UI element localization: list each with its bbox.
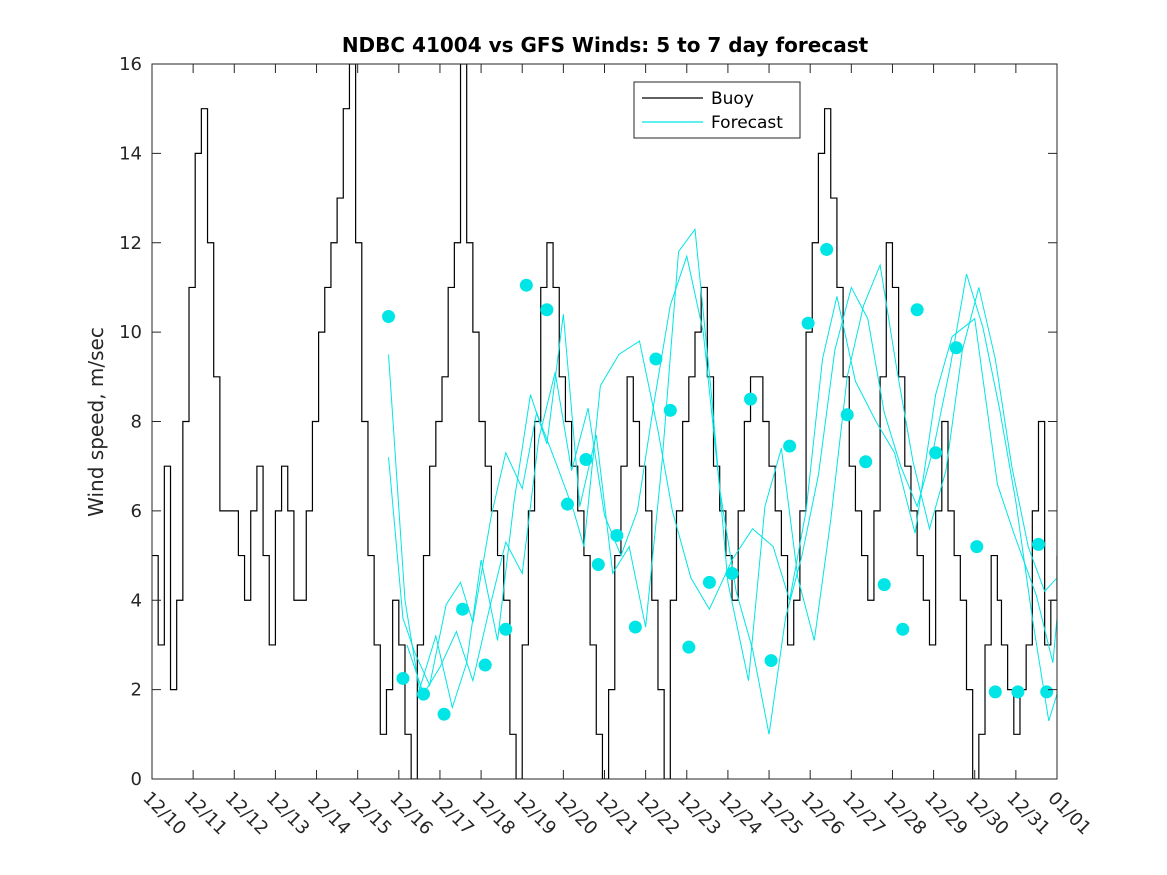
x-tick-label: 12/10 xyxy=(138,788,190,840)
y-tick-label: 4 xyxy=(131,590,142,611)
x-tick-label: 12/22 xyxy=(632,788,684,840)
forecast-point xyxy=(764,654,778,668)
x-tick-label: 12/17 xyxy=(426,788,478,840)
legend-box xyxy=(633,81,801,139)
x-tick-label: 12/30 xyxy=(961,788,1013,840)
marker-layer xyxy=(382,242,1054,721)
forecast-point xyxy=(702,575,716,589)
forecast-point xyxy=(628,620,642,634)
plot-area: 12/1012/1112/1212/1312/1412/1512/1612/17… xyxy=(119,54,1095,839)
forecast-point xyxy=(610,528,624,542)
x-tick-label: 12/26 xyxy=(797,788,849,840)
forecast-point xyxy=(820,242,834,256)
forecast-point xyxy=(478,658,492,672)
forecast-point xyxy=(591,558,605,571)
x-tick-label: 12/25 xyxy=(756,788,808,840)
y-tick-label: 8 xyxy=(131,412,142,433)
x-tick-label: 12/27 xyxy=(838,788,890,840)
series-layer xyxy=(152,64,1057,779)
forecast-point xyxy=(783,439,797,453)
x-tick-label: 12/31 xyxy=(1002,788,1054,840)
forecast-point xyxy=(579,452,593,466)
legend: Buoy Forecast xyxy=(633,81,801,139)
x-tick-label: 12/21 xyxy=(591,788,643,840)
forecast-point xyxy=(929,446,943,460)
forecast-point xyxy=(417,687,430,701)
forecast-point xyxy=(456,602,470,616)
x-tick-label: 01/01 xyxy=(1043,788,1095,840)
x-tick-label: 12/20 xyxy=(550,788,602,840)
forecast-point xyxy=(910,303,924,317)
forecast-point xyxy=(560,497,574,511)
y-axis-ticks: 0 2 4 6 8 10 12 14 16 xyxy=(119,54,1057,790)
x-tick-label: 12/16 xyxy=(385,788,437,840)
plot-background xyxy=(152,64,1057,779)
forecast-point xyxy=(744,392,758,406)
x-tick-label: 12/23 xyxy=(673,788,725,840)
forecast-series-line xyxy=(388,296,1057,687)
forecast-point xyxy=(949,341,963,355)
x-tick-label: 12/13 xyxy=(262,788,314,840)
forecast-series-line xyxy=(406,254,1057,735)
y-tick-label: 16 xyxy=(119,54,142,75)
forecast-point xyxy=(382,309,396,323)
forecast-point xyxy=(1031,537,1045,551)
forecast-point xyxy=(663,403,677,417)
y-tick-label: 12 xyxy=(119,233,142,254)
y-tick-label: 14 xyxy=(119,143,142,164)
forecast-point xyxy=(725,566,739,580)
x-tick-label: 12/11 xyxy=(180,788,232,840)
forecast-point xyxy=(499,622,513,636)
buoy-series-line xyxy=(152,64,1057,779)
x-tick-label: 12/19 xyxy=(509,788,561,840)
forecast-point xyxy=(540,303,554,317)
forecast-point xyxy=(437,707,451,721)
forecast-point xyxy=(649,352,663,366)
forecast-point xyxy=(1011,685,1025,699)
forecast-point xyxy=(840,408,854,422)
forecast-point xyxy=(1040,685,1054,699)
forecast-point xyxy=(519,278,533,292)
forecast-point xyxy=(396,671,410,685)
legend-forecast-label: Forecast xyxy=(711,113,783,133)
y-tick-label: 10 xyxy=(119,322,142,343)
x-tick-label: 12/18 xyxy=(468,788,520,840)
chart-title: NDBC 41004 vs GFS Winds: 5 to 7 day fore… xyxy=(342,33,869,57)
x-tick-label: 12/29 xyxy=(920,788,972,840)
y-tick-label: 6 xyxy=(131,501,142,522)
y-axis-label: Wind speed, m/sec xyxy=(84,327,108,517)
x-tick-label: 12/24 xyxy=(714,788,766,840)
forecast-point xyxy=(801,316,815,330)
forecast-point xyxy=(859,455,873,469)
x-tick-label: 12/14 xyxy=(303,788,355,840)
forecast-point xyxy=(896,622,910,636)
x-tick-label: 12/15 xyxy=(344,788,396,840)
y-tick-label: 2 xyxy=(131,680,142,701)
y-tick-label: 0 xyxy=(131,769,142,790)
forecast-point xyxy=(682,640,696,654)
forecast-point xyxy=(970,540,984,554)
forecast-point xyxy=(877,578,891,592)
x-tick-label: 12/28 xyxy=(879,788,931,840)
forecast-point xyxy=(988,685,1002,699)
x-tick-label: 12/12 xyxy=(221,788,273,840)
legend-buoy-label: Buoy xyxy=(711,89,754,109)
